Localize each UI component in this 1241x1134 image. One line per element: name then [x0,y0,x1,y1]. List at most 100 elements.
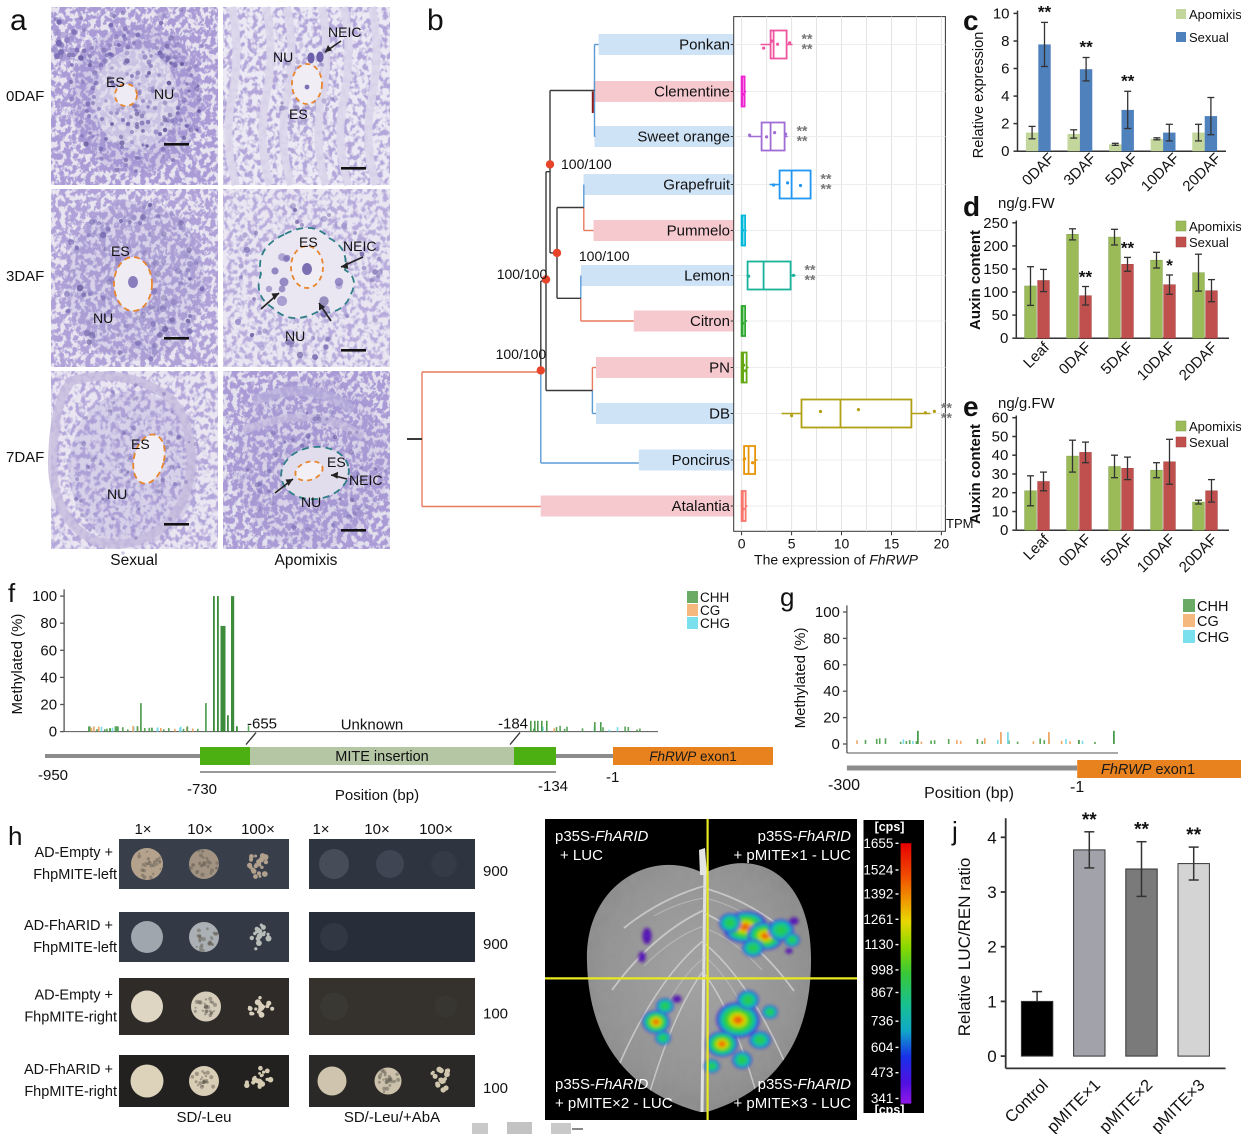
svg-text:0DAF: 0DAF [1056,531,1095,570]
svg-text:20: 20 [934,535,950,551]
svg-text:0: 0 [1000,330,1008,347]
svg-text:Auxin content: Auxin content [967,230,984,330]
svg-text:Grapefruit: Grapefruit [663,177,731,194]
svg-text:SD/-Leu/+AbA: SD/-Leu/+AbA [344,1109,440,1126]
svg-text:NU: NU [93,310,113,326]
svg-text:Methylated (%): Methylated (%) [792,628,809,729]
svg-text:-184: -184 [498,716,528,733]
svg-text:Sexual: Sexual [1189,435,1229,450]
svg-text:PN: PN [709,360,730,377]
svg-text:j: j [951,816,958,846]
svg-text:20: 20 [992,485,1009,502]
svg-text:Position (bp): Position (bp) [335,787,419,804]
svg-text:**: ** [805,262,816,278]
svg-text:**: ** [797,133,808,149]
svg-text:900: 900 [483,863,508,880]
svg-text:-134: -134 [538,778,568,795]
svg-text:+ pMITE×2 - LUC: + pMITE×2 - LUC [555,1095,673,1112]
svg-text:40: 40 [823,683,840,700]
svg-text:20DAF: 20DAF [1179,150,1224,195]
svg-text:0: 0 [49,724,57,741]
svg-text:Apomixis: Apomixis [1189,419,1241,434]
svg-text:AD-FhARID +: AD-FhARID + [24,1062,113,1078]
svg-text:**: ** [1186,825,1201,846]
svg-text:Lemon: Lemon [684,268,730,285]
svg-text:**: ** [941,410,952,426]
svg-text:e: e [963,391,979,422]
svg-text:[cps]: [cps] [875,820,905,834]
svg-text:ng/g.FW: ng/g.FW [998,195,1056,212]
svg-text:FhpMITE-right: FhpMITE-right [24,1084,117,1100]
svg-text:20DAF: 20DAF [1176,339,1221,384]
svg-text:100/100: 100/100 [496,346,547,362]
svg-text:3DAF: 3DAF [6,268,44,285]
svg-text:Unknown: Unknown [341,717,404,734]
svg-text:p35S-FhARID: p35S-FhARID [758,1076,852,1093]
svg-text:SD/-Leu: SD/-Leu [176,1109,231,1126]
svg-text:**: ** [805,272,816,288]
svg-text:341: 341 [871,1091,894,1106]
svg-text:MITE insertion: MITE insertion [335,749,428,765]
svg-text:Leaf: Leaf [1020,530,1053,563]
svg-text:**: ** [1079,268,1093,287]
svg-text:1×: 1× [134,821,151,838]
svg-text:p35S-FhARID: p35S-FhARID [555,828,649,845]
svg-text:CHG: CHG [700,616,730,631]
svg-text:5: 5 [788,535,796,551]
svg-text:FhpMITE-right: FhpMITE-right [24,1010,117,1026]
svg-text:200: 200 [983,238,1008,255]
svg-text:1261: 1261 [863,912,893,927]
svg-text:NU: NU [154,86,174,102]
svg-text:Poncirus: Poncirus [672,452,730,469]
svg-text:60: 60 [992,410,1009,427]
svg-text:pMITE×3: pMITE×3 [1148,1076,1208,1134]
svg-text:2: 2 [1001,116,1009,133]
svg-text:FhRWP exon1: FhRWP exon1 [649,749,737,764]
svg-text:f: f [8,578,16,608]
svg-text:900: 900 [483,936,508,953]
svg-text:-950: -950 [38,767,68,784]
svg-text:0DAF: 0DAF [1019,150,1058,189]
svg-text:CHH: CHH [700,590,729,605]
svg-text:Atalantia: Atalantia [672,498,731,515]
svg-text:-730: -730 [187,781,217,798]
svg-text:b: b [427,4,444,37]
svg-text:Apomixis: Apomixis [1189,219,1241,234]
svg-text:CHH: CHH [1197,599,1228,615]
svg-text:1130: 1130 [864,937,893,952]
svg-text:473: 473 [871,1065,894,1080]
svg-text:4: 4 [987,828,996,847]
svg-text:pMITE×2: pMITE×2 [1096,1076,1156,1134]
svg-text:Pummelo: Pummelo [667,223,730,240]
svg-text:FhpMITE-left: FhpMITE-left [33,867,117,883]
svg-text:998: 998 [871,962,894,977]
svg-text:10×: 10× [364,821,389,838]
svg-text:40: 40 [992,447,1009,464]
svg-text:2: 2 [987,938,996,957]
svg-text:3DAF: 3DAF [1061,150,1100,189]
svg-text:50: 50 [992,307,1009,324]
svg-text:**: ** [1079,38,1093,57]
svg-text:**: ** [1134,820,1149,841]
svg-text:Sweet orange: Sweet orange [637,129,730,146]
svg-text:**: ** [821,171,832,187]
svg-text:1524: 1524 [863,863,894,878]
svg-text:10: 10 [993,5,1010,22]
svg-text:ES: ES [106,74,125,90]
svg-text:ES: ES [111,243,130,259]
svg-text:6: 6 [1001,61,1009,78]
svg-text:p35S-FhARID: p35S-FhARID [758,828,852,845]
svg-text:Position (bp): Position (bp) [924,785,1014,802]
svg-text:20DAF: 20DAF [1176,531,1221,576]
svg-text:CG: CG [700,603,720,618]
svg-text:100: 100 [32,588,57,605]
svg-text:Sexual: Sexual [110,552,157,569]
svg-text:604: 604 [871,1040,894,1055]
svg-text:ES: ES [299,234,318,250]
svg-text:**: ** [941,400,952,416]
svg-text:+ pMITE×3 - LUC: + pMITE×3 - LUC [733,1095,851,1112]
svg-text:**: ** [1082,810,1097,831]
svg-text:0DAF: 0DAF [1056,339,1095,378]
svg-text:AD-FhARID +: AD-FhARID + [24,918,113,934]
svg-text:+ LUC: + LUC [560,847,603,864]
